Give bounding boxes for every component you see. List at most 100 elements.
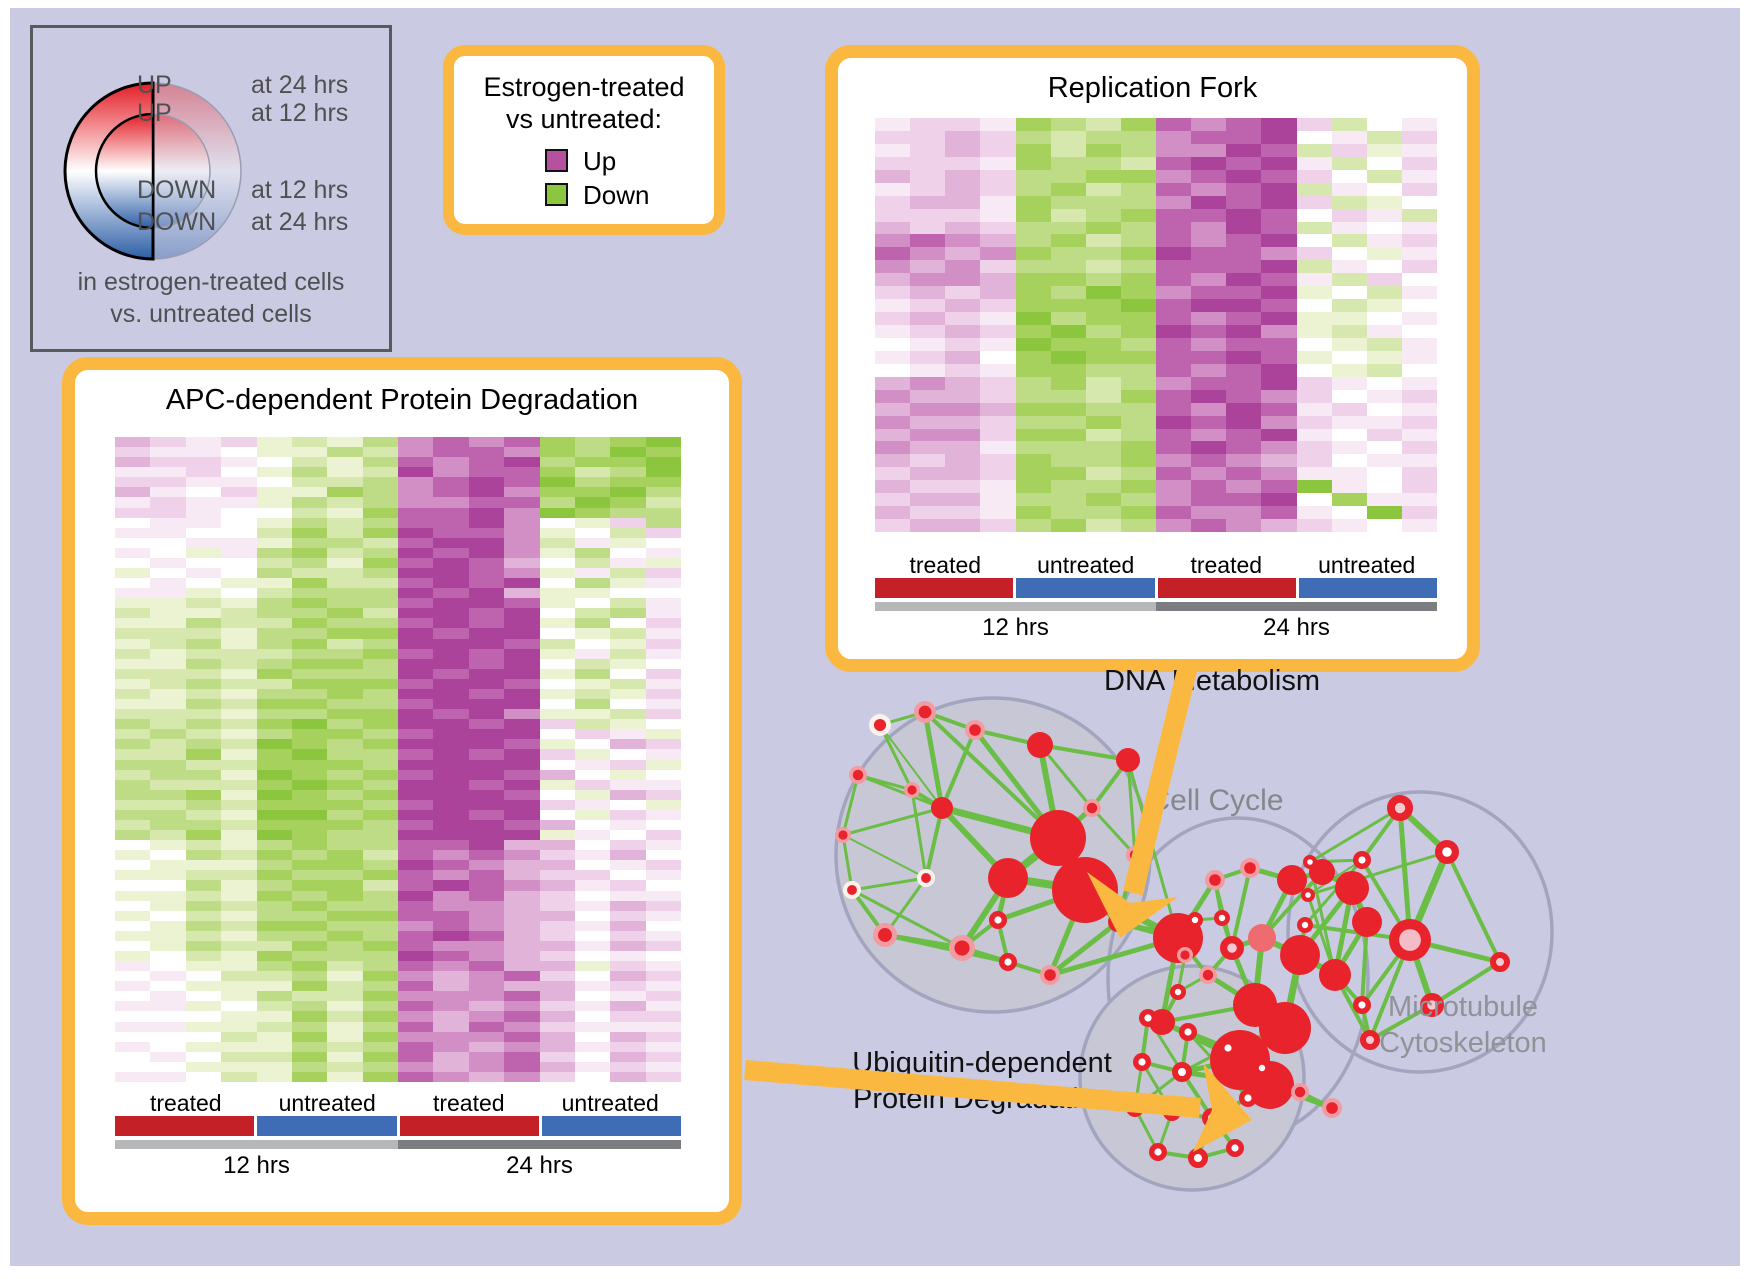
heatmap-cell <box>150 568 186 579</box>
heatmap-cell <box>539 507 575 518</box>
heatmap-cell <box>362 950 398 962</box>
heatmap-cell <box>610 809 646 820</box>
heatmap-cell <box>504 739 540 750</box>
heatmap-cell <box>327 437 363 448</box>
heatmap-cell <box>980 493 1016 507</box>
heatmap-cell <box>256 699 292 710</box>
heatmap-cell <box>980 428 1016 442</box>
heatmap-cell <box>1156 519 1192 532</box>
bar-segment <box>1156 602 1437 611</box>
heatmap-cell <box>185 668 222 679</box>
heatmap-cell <box>1366 273 1402 287</box>
heatmap-cell <box>1331 156 1367 170</box>
heatmap-cell <box>1120 493 1156 507</box>
heatmap-cell <box>150 819 186 831</box>
heatmap-cell <box>1050 260 1086 274</box>
heatmap-cell <box>645 447 681 458</box>
heatmap-cell <box>327 658 363 669</box>
heatmap-cell <box>1296 402 1332 416</box>
heatmap-cell <box>1015 143 1051 157</box>
heatmap-cell <box>398 467 434 478</box>
heatmap-cell <box>115 1001 151 1012</box>
heatmap-cell <box>610 981 646 992</box>
heatmap-cell <box>610 930 646 941</box>
heatmap-cell <box>875 169 911 183</box>
heatmap-cell <box>539 598 575 609</box>
heatmap-cell <box>291 749 328 760</box>
heatmap-cell <box>398 638 434 649</box>
heatmap-cell <box>1261 506 1297 520</box>
heatmap-cell <box>1401 312 1437 325</box>
heatmap-cell <box>945 130 981 144</box>
heatmap-cell <box>504 971 540 982</box>
heatmap-cell <box>256 799 292 810</box>
heatmap-cell <box>185 709 222 720</box>
heatmap-cell <box>910 428 946 442</box>
heatmap-cell <box>910 273 946 287</box>
heatmap-cell <box>468 749 505 760</box>
heatmap-cell <box>1331 337 1367 351</box>
heatmap-cell <box>539 981 575 992</box>
heatmap-cell <box>362 890 398 901</box>
heatmap-cell <box>150 729 186 740</box>
heatmap-cell <box>504 850 540 861</box>
heatmap-cell <box>221 1021 257 1032</box>
heatmap-cell <box>221 961 257 972</box>
heatmap-cell <box>115 739 151 750</box>
heatmap-cell <box>362 840 398 851</box>
heatmap-cell <box>1085 234 1121 248</box>
heatmap-cell <box>504 769 540 780</box>
heatmap-cell <box>433 638 469 649</box>
heatmap-cell <box>115 769 151 780</box>
heatmap-cell <box>980 286 1016 300</box>
heatmap-cell <box>1261 182 1297 196</box>
heatmap-cell <box>1366 260 1402 274</box>
heatmap-cell <box>504 920 540 931</box>
heatmap-cell <box>1015 389 1051 403</box>
heatmap-cell <box>504 940 540 951</box>
heatmap-cell <box>327 870 363 881</box>
heatmap-cell <box>150 1011 186 1022</box>
heatmap-cell <box>398 1041 434 1052</box>
heatmap-cell <box>1191 130 1227 144</box>
heatmap-cell <box>1015 428 1051 442</box>
heatmap-cell <box>221 779 257 790</box>
heatmap-cell <box>433 447 469 458</box>
heatmap-cell <box>115 618 151 629</box>
heatmap-cell <box>468 729 505 740</box>
heatmap-cell <box>1366 350 1402 364</box>
heatmap-cell <box>468 527 505 538</box>
heatmap-cell <box>1226 143 1262 157</box>
heatmap-cell <box>645 1011 681 1022</box>
heatmap-cell <box>1226 389 1262 403</box>
heatmap-cell <box>1226 493 1262 507</box>
heatmap-cell <box>150 668 186 679</box>
heatmap-cell <box>398 568 434 579</box>
heatmap-cell <box>433 1001 469 1012</box>
heatmap-cell <box>185 588 222 599</box>
heatmap-cell <box>468 457 505 468</box>
heatmap-cell <box>433 819 469 831</box>
heatmap-cell <box>1366 156 1402 170</box>
bar-segment <box>1016 578 1155 598</box>
heatmap-cell <box>1226 273 1262 287</box>
heatmap-cell <box>221 950 257 962</box>
heatmap-cell <box>468 507 505 518</box>
heatmap-cell <box>1120 480 1156 494</box>
heatmap-cell <box>945 118 981 131</box>
heatmap-cell <box>398 920 434 931</box>
heatmap-cell <box>574 719 611 730</box>
heatmap-cell <box>185 729 222 740</box>
heatmap-cell <box>291 759 328 770</box>
heatmap-cell <box>433 598 469 609</box>
heatmap-cell <box>539 779 575 790</box>
heatmap-cell <box>574 568 611 579</box>
heatmap-cell <box>945 221 981 235</box>
heatmap-cell <box>875 195 911 209</box>
heatmap-cell <box>1050 221 1086 235</box>
heatmap-cell <box>256 729 292 740</box>
heatmap-cell <box>945 299 981 313</box>
heatmap-cell <box>875 325 911 338</box>
heatmap-cell <box>945 363 981 377</box>
heatmap-cell <box>1191 376 1227 390</box>
